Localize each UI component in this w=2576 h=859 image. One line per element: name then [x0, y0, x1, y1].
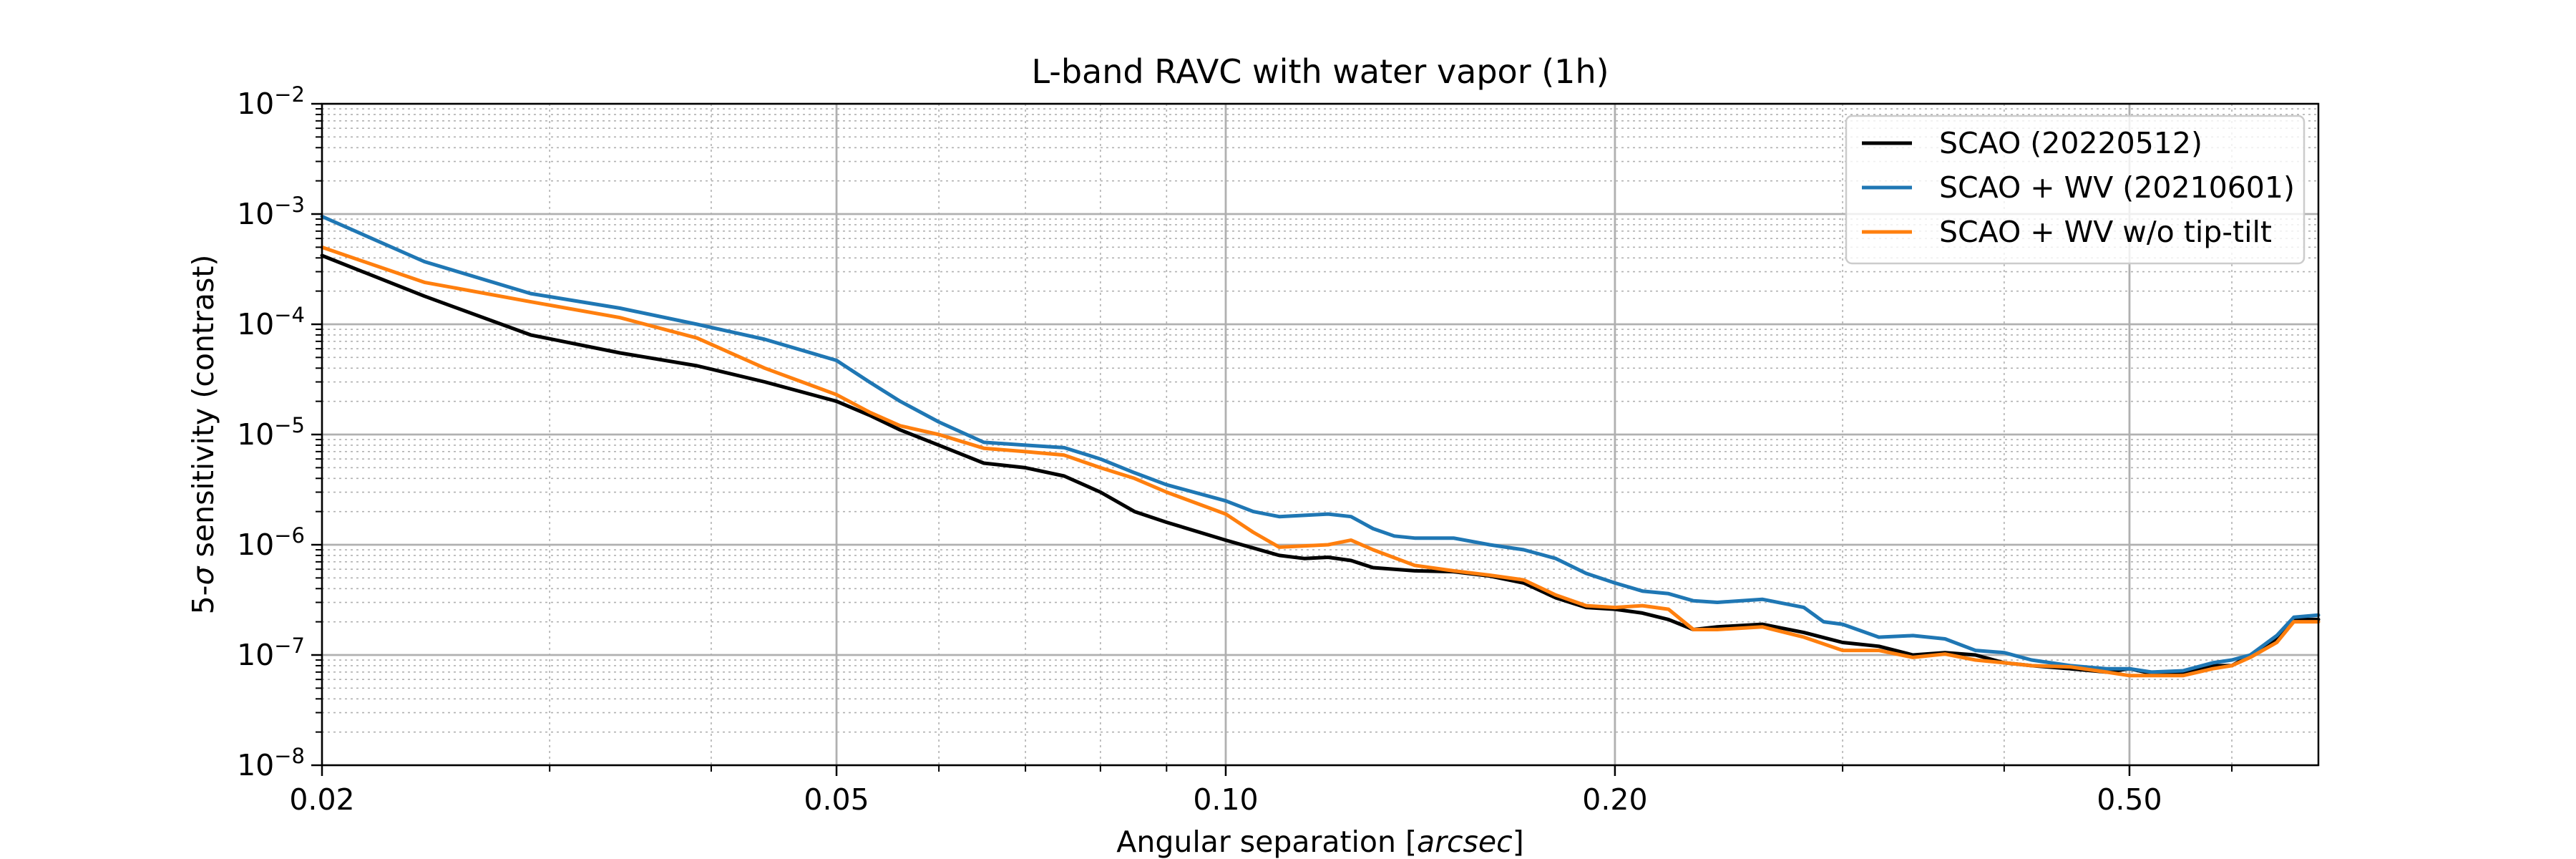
- series-layer: [320, 214, 2321, 678]
- y-tick-exponent: −2: [274, 82, 305, 107]
- y-tick-base: 10: [237, 748, 274, 782]
- x-axis-label-end: ]: [1513, 825, 1524, 859]
- y-tick-exponent: −5: [274, 413, 305, 437]
- y-tick-base: 10: [237, 638, 274, 672]
- x-tick-label: 0.05: [804, 782, 869, 817]
- x-axis-label: Angular separation [arcsec]: [1116, 825, 1523, 859]
- x-tick-label: 0.10: [1193, 782, 1258, 817]
- y-tick-label: 10−2: [237, 82, 305, 121]
- legend: SCAO (20220512) SCAO + WV (20210601) SCA…: [1845, 115, 2306, 265]
- series-line-1: [320, 214, 2321, 674]
- y-tick-label: 10−3: [237, 193, 305, 231]
- y-tick-exponent: −7: [274, 634, 305, 658]
- y-axis-label-post: sensitivity (contrast): [186, 255, 220, 567]
- y-tick-base: 10: [237, 307, 274, 341]
- series-line-2: [320, 245, 2321, 678]
- y-tick-label: 10−7: [237, 634, 305, 672]
- x-axis-label-main: Angular separation [: [1116, 825, 1417, 859]
- x-axis-label-unit: arcsec: [1417, 825, 1513, 859]
- series-line-0: [320, 253, 2321, 676]
- y-tick-base: 10: [237, 87, 274, 121]
- y-tick-base: 10: [237, 197, 274, 231]
- legend-box: [1845, 115, 2306, 265]
- y-axis-label-sigma: σ: [186, 566, 220, 586]
- legend-label-scao-wv: SCAO + WV (20210601): [1939, 170, 2295, 205]
- y-tick-base: 10: [237, 528, 274, 562]
- y-tick-label: 10−5: [237, 413, 305, 452]
- y-tick-exponent: −4: [274, 303, 305, 327]
- y-tick-exponent: −3: [274, 193, 305, 217]
- x-tick-label: 0.02: [289, 782, 354, 817]
- y-tick-exponent: −6: [274, 523, 305, 548]
- y-tick-base: 10: [237, 417, 274, 452]
- y-tick-label: 10−6: [237, 523, 305, 562]
- y-tick-label: 10−4: [237, 303, 305, 341]
- ticks-layer: 0.02 0.05 0.10 0.20 0.5010−810−710−610−510−4…: [237, 82, 2233, 817]
- legend-label-scao: SCAO (20220512): [1939, 126, 2202, 160]
- legend-label-scao-wv-no-tt: SCAO + WV w/o tip-tilt: [1939, 215, 2272, 249]
- y-tick-label: 10−8: [237, 744, 305, 782]
- chart-title: L-band RAVC with water vapor (1h): [1031, 52, 1609, 91]
- x-tick-label: 0.20: [1582, 782, 1647, 817]
- y-tick-exponent: −8: [274, 744, 305, 768]
- x-tick-label: 0.50: [2097, 782, 2162, 817]
- y-axis-label: 5-σ sensitivity (contrast): [186, 255, 220, 615]
- y-axis-label-pre: 5-: [186, 586, 220, 615]
